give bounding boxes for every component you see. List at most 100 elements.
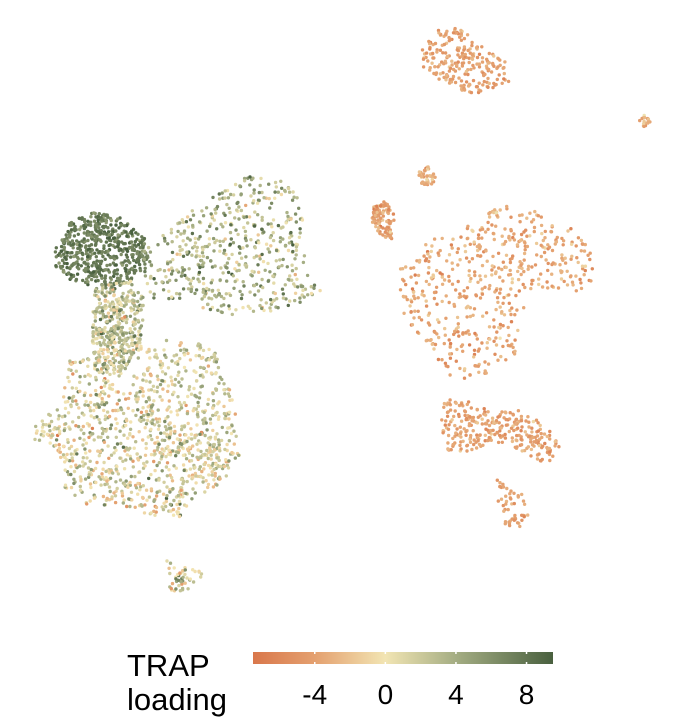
- scatter-point: [487, 423, 492, 428]
- scatter-point: [108, 426, 113, 431]
- scatter-point: [514, 293, 518, 298]
- scatter-point: [106, 366, 110, 370]
- scatter-point: [239, 193, 243, 197]
- scatter-point: [529, 286, 533, 291]
- scatter-point: [238, 289, 242, 294]
- scatter-point: [291, 243, 295, 247]
- scatter-point: [110, 382, 115, 387]
- scatter-point: [298, 296, 302, 300]
- scatter-point: [136, 408, 140, 412]
- scatter-point: [180, 445, 184, 449]
- scatter-point: [147, 495, 152, 499]
- scatter-point: [429, 338, 433, 342]
- scatter-point: [489, 438, 493, 442]
- scatter-point: [98, 311, 102, 315]
- scatter-point: [207, 237, 212, 241]
- scatter-point: [130, 352, 134, 356]
- scatter-point: [139, 324, 144, 328]
- scatter-point: [571, 283, 575, 287]
- scatter-point: [210, 470, 214, 474]
- scatter-point: [459, 235, 463, 239]
- scatter-point: [513, 349, 517, 353]
- scatter-point: [576, 260, 580, 265]
- scatter-point: [531, 435, 535, 440]
- scatter-point: [150, 421, 154, 426]
- scatter-point: [219, 266, 223, 270]
- scatter-point: [516, 269, 520, 274]
- scatter-point: [107, 394, 111, 398]
- scatter-point: [101, 366, 106, 370]
- scatter-point: [97, 417, 101, 422]
- scatter-point: [519, 419, 524, 423]
- scatter-point: [455, 347, 459, 352]
- scatter-point: [117, 278, 122, 283]
- scatter-point: [156, 445, 160, 449]
- scatter-point: [206, 364, 211, 368]
- scatter-point: [511, 254, 515, 258]
- scatter-point: [278, 258, 282, 262]
- scatter-point: [89, 485, 93, 490]
- scatter-point: [67, 446, 72, 451]
- scatter-point: [98, 317, 103, 322]
- scatter-point: [198, 441, 203, 445]
- scatter-point: [463, 249, 468, 254]
- scatter-point: [484, 371, 488, 375]
- scatter-point: [222, 382, 226, 386]
- scatter-point: [490, 416, 495, 420]
- scatter-point: [100, 250, 105, 254]
- scatter-point: [225, 279, 229, 283]
- scatter-point: [128, 427, 133, 431]
- scatter-point: [234, 308, 238, 312]
- scatter-point: [486, 419, 490, 423]
- scatter-point: [222, 411, 227, 416]
- scatter-point: [469, 90, 474, 95]
- scatter-point: [252, 191, 256, 195]
- scatter-point: [50, 434, 54, 438]
- scatter-point: [258, 183, 262, 188]
- scatter-point: [40, 419, 44, 423]
- scatter-point: [513, 313, 517, 317]
- scatter-point: [100, 283, 104, 287]
- scatter-point: [112, 341, 117, 345]
- scatter-point: [58, 429, 62, 433]
- scatter-point: [211, 461, 215, 466]
- scatter-point: [427, 39, 431, 44]
- scatter-point: [579, 249, 583, 253]
- scatter-point: [207, 473, 211, 477]
- scatter-point: [381, 210, 385, 215]
- scatter-point: [202, 410, 206, 415]
- scatter-point: [113, 327, 117, 331]
- scatter-point: [445, 259, 449, 263]
- scatter-point: [155, 390, 159, 394]
- scatter-point: [464, 80, 469, 84]
- scatter-point: [378, 204, 383, 208]
- scatter-point: [463, 367, 467, 371]
- scatter-point: [446, 401, 450, 405]
- scatter-point: [260, 215, 264, 220]
- scatter-point: [77, 216, 81, 220]
- scatter-point: [476, 364, 480, 368]
- scatter-point: [98, 392, 102, 397]
- scatter-point: [454, 288, 458, 292]
- scatter-point: [214, 462, 218, 466]
- scatter-point: [431, 172, 436, 176]
- scatter-point: [135, 257, 139, 262]
- scatter-point: [159, 451, 163, 455]
- scatter-point: [242, 179, 247, 183]
- scatter-point: [89, 271, 93, 275]
- scatter-point: [376, 218, 380, 222]
- scatter-point: [101, 312, 105, 317]
- scatter-point: [149, 472, 153, 477]
- scatter-point: [426, 59, 430, 63]
- scatter-point: [115, 464, 119, 469]
- scatter-point: [137, 418, 142, 422]
- scatter-point: [67, 367, 71, 372]
- scatter-point: [504, 499, 509, 504]
- scatter-point: [305, 273, 310, 278]
- scatter-point: [448, 345, 452, 349]
- scatter-point: [80, 217, 84, 221]
- scatter-point: [199, 572, 204, 576]
- scatter-point: [114, 254, 118, 259]
- scatter-point: [182, 425, 186, 429]
- scatter-point: [176, 578, 181, 582]
